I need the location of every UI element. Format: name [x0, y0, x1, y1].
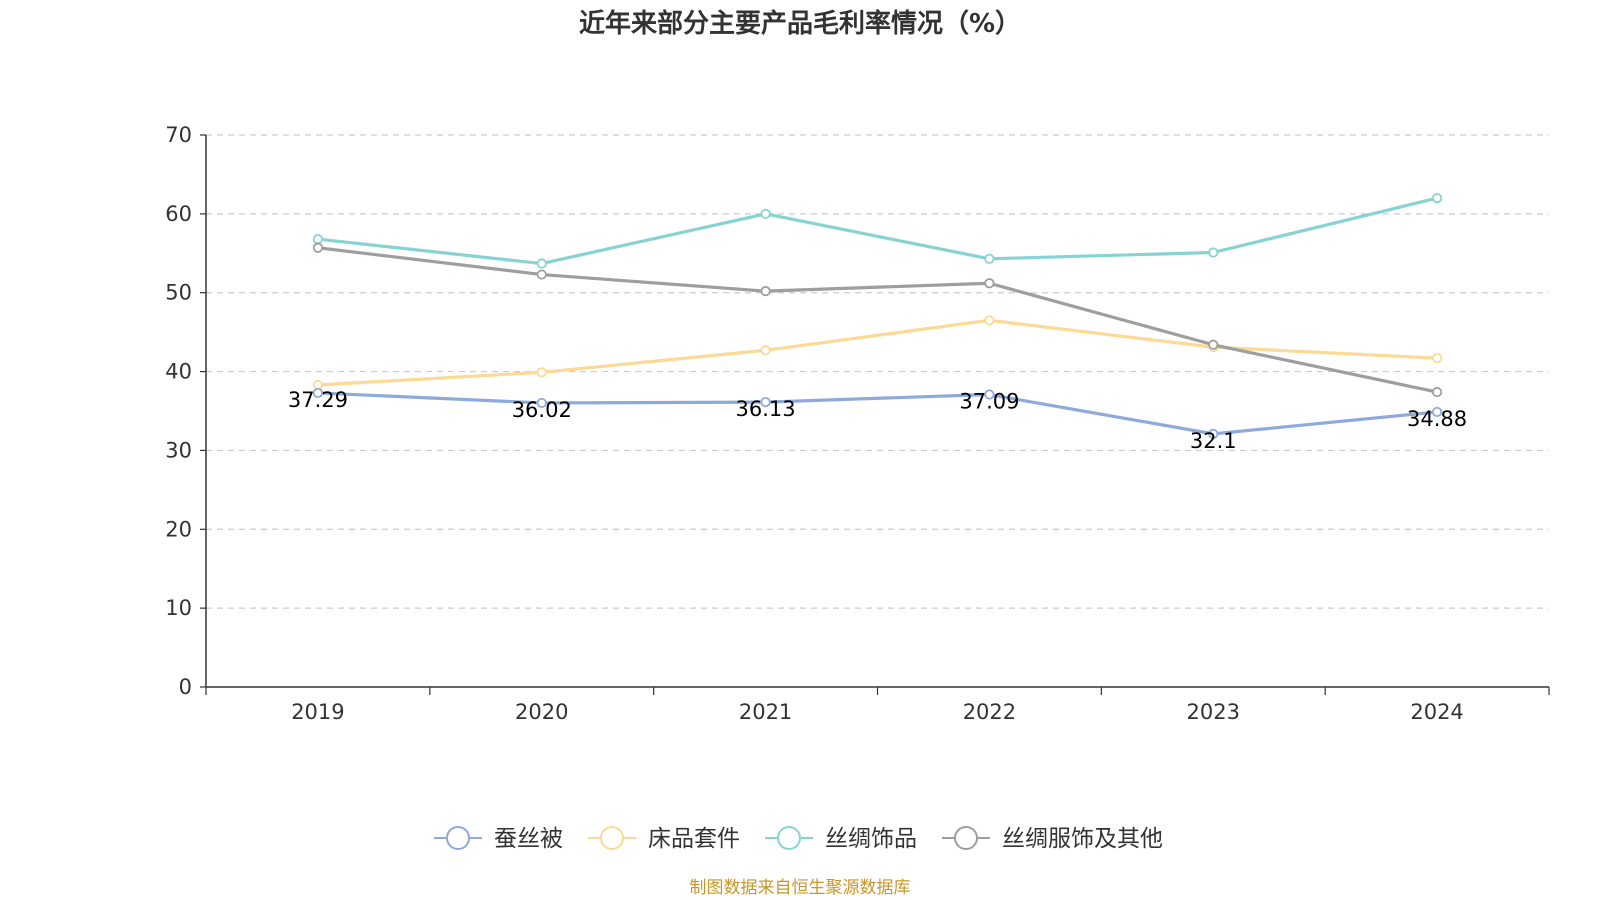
y-tick-label: 20 — [165, 517, 192, 541]
series-group — [312, 192, 1443, 439]
series-line-2 — [317, 196, 1438, 266]
data-point — [536, 367, 547, 378]
data-point — [312, 233, 324, 245]
legend-item-3[interactable]: 丝绸服饰及其他 — [942, 826, 1163, 852]
data-point — [760, 286, 771, 297]
y-tick-label: 0 — [179, 675, 192, 699]
data-label: 36.13 — [736, 397, 796, 421]
legend-item-2[interactable]: 丝绸饰品 — [765, 826, 917, 852]
data-point — [984, 315, 995, 326]
legend-label: 丝绸饰品 — [825, 826, 917, 852]
data-point — [760, 345, 771, 356]
data-point — [312, 387, 324, 399]
data-point — [760, 396, 771, 408]
legend-marker-icon — [777, 826, 801, 850]
chart-title: 近年来部分主要产品毛利率情况（%） — [579, 8, 1021, 39]
x-tick-label: 2020 — [515, 700, 568, 724]
y-tick-label: 30 — [165, 438, 192, 462]
source-note: 制图数据来自恒生聚源数据库 — [690, 878, 911, 898]
legend-label: 丝绸服饰及其他 — [1002, 826, 1163, 852]
y-tick-label: 70 — [165, 123, 192, 147]
x-tick-label: 2024 — [1410, 700, 1463, 724]
y-tick-label: 60 — [165, 202, 192, 226]
grid-lines — [206, 134, 1549, 609]
data-point — [536, 397, 547, 409]
x-tick-label: 2023 — [1187, 700, 1240, 724]
legend-marker-icon — [600, 826, 624, 850]
data-label: 36.02 — [512, 398, 572, 422]
legend-item-1[interactable]: 床品套件 — [588, 826, 740, 852]
data-label: 32.1 — [1190, 429, 1237, 453]
legend-marker-icon — [954, 826, 978, 850]
data-point — [984, 253, 995, 264]
legend-marker-icon — [446, 826, 470, 850]
series-line-3 — [317, 246, 1438, 394]
data-label: 37.09 — [959, 390, 1019, 414]
data-point — [1431, 386, 1443, 398]
legend-item-0[interactable]: 蚕丝被 — [434, 826, 563, 852]
data-label: 34.88 — [1407, 407, 1467, 431]
data-point — [1208, 247, 1219, 258]
y-tick-label: 10 — [165, 596, 192, 620]
data-point — [1208, 339, 1219, 350]
data-labels: 37.29 36.02 36.13 37.09 32.1 34.88 — [288, 388, 1467, 453]
legend[interactable]: 蚕丝被 床品套件 丝绸饰品 丝绸服饰及其他 — [434, 826, 1163, 852]
x-tick-label: 2021 — [739, 700, 792, 724]
data-point — [1431, 406, 1443, 418]
x-tick-label: 2022 — [963, 700, 1016, 724]
data-point — [312, 242, 324, 253]
series-line-0 — [317, 391, 1438, 436]
data-point — [760, 208, 771, 219]
data-point — [984, 389, 995, 400]
x-tick-label: 2019 — [291, 700, 344, 724]
data-point — [536, 258, 547, 269]
legend-label: 床品套件 — [648, 826, 740, 852]
y-tick-label: 40 — [165, 360, 192, 384]
data-point — [984, 278, 995, 289]
data-point — [1208, 428, 1219, 439]
data-label: 37.29 — [288, 388, 348, 412]
axes: 0 10 20 30 40 50 60 70 2019 2020 2021 2022 2023 2024 — [165, 123, 1550, 724]
series-line-1 — [317, 318, 1438, 387]
data-point — [536, 269, 547, 280]
y-tick-label: 50 — [165, 281, 192, 305]
data-point — [1431, 353, 1443, 364]
data-point — [1431, 192, 1443, 204]
legend-label: 蚕丝被 — [494, 826, 563, 852]
